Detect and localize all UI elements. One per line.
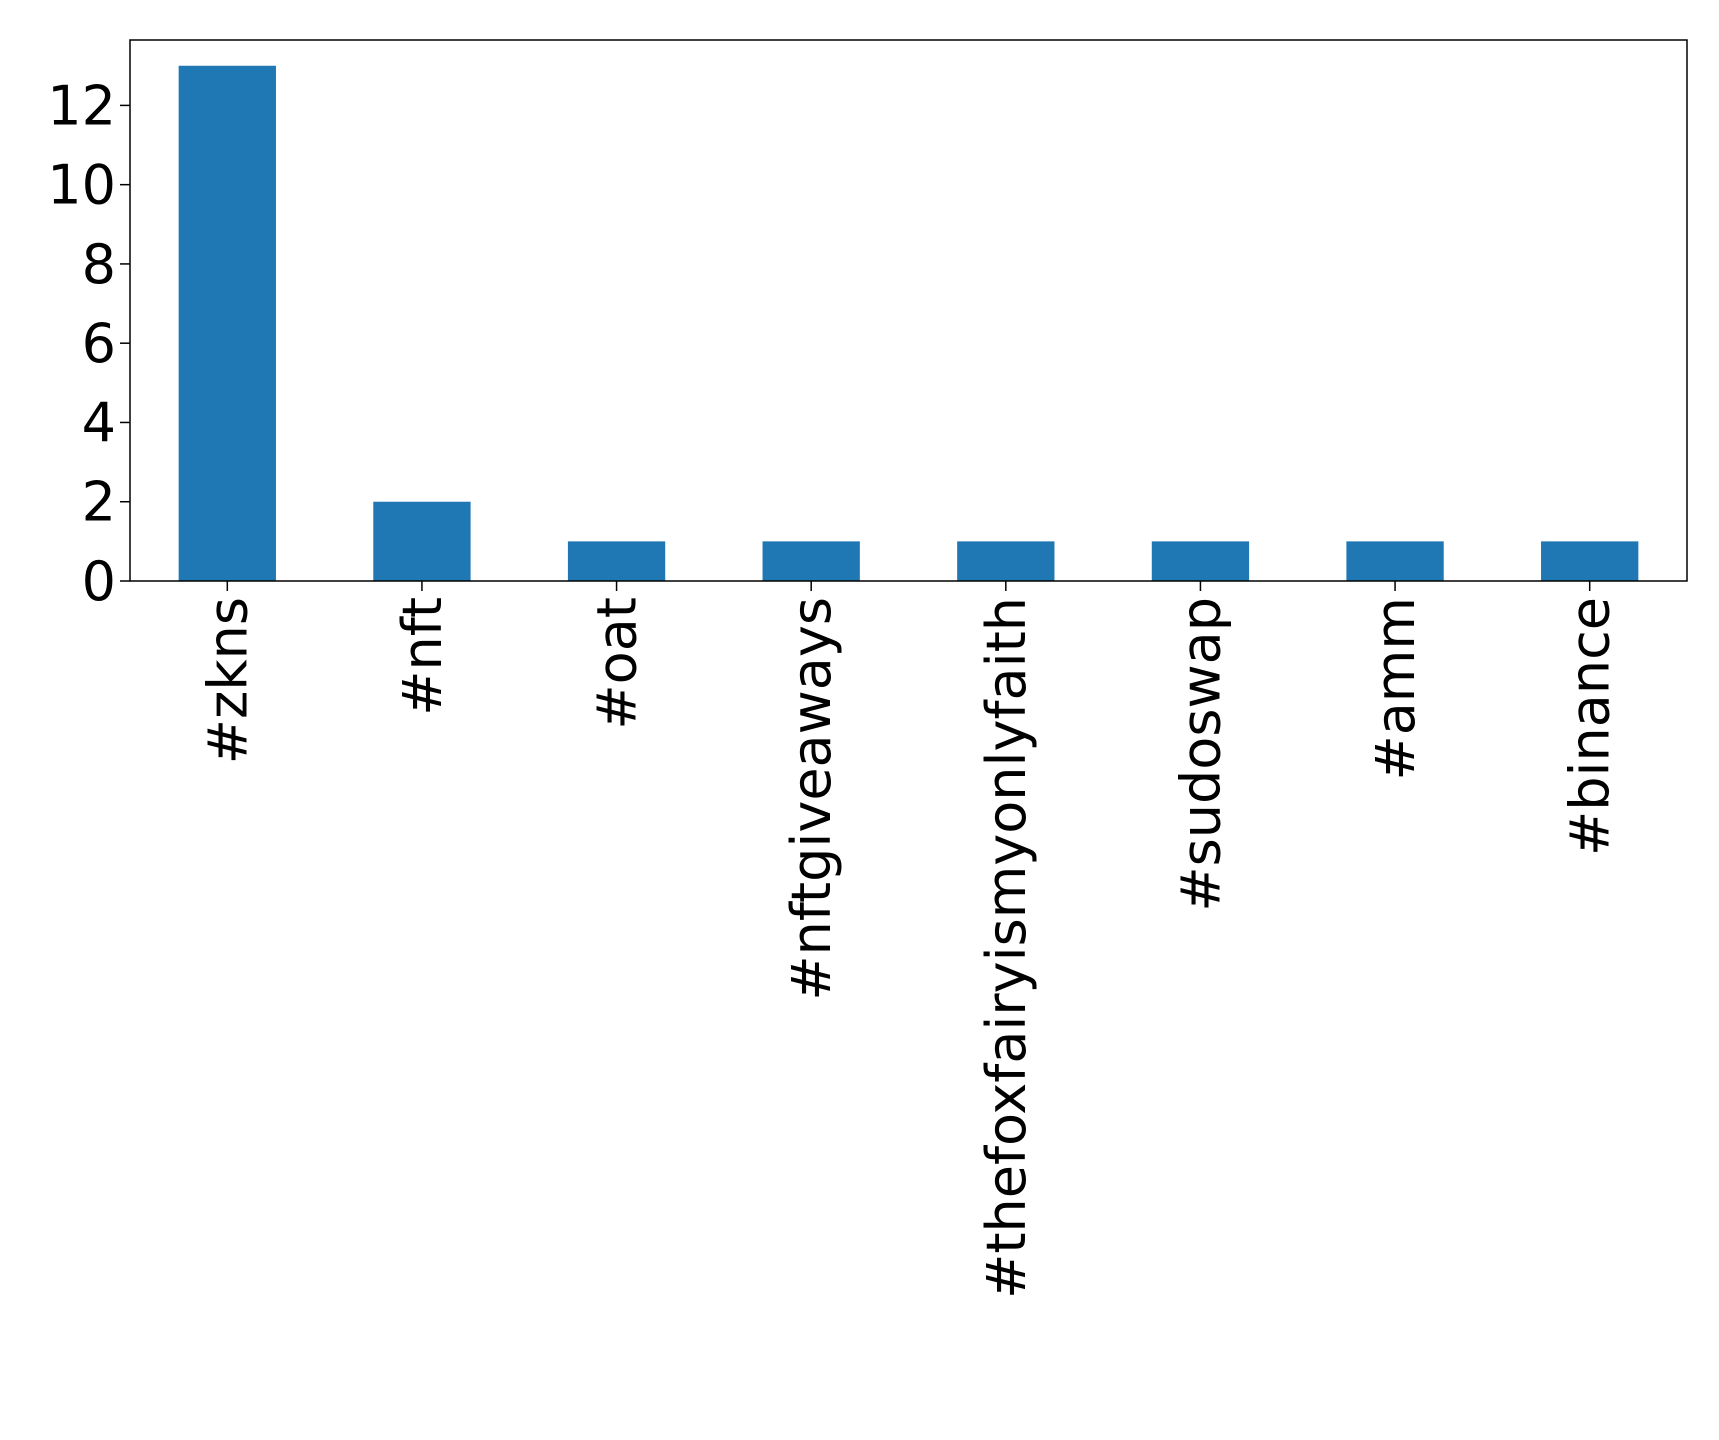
y-tick-label: 10 — [47, 154, 116, 217]
x-tick-label: #nft — [391, 597, 454, 716]
y-tick-label: 4 — [82, 391, 116, 454]
x-tick-label: #zkns — [196, 597, 259, 764]
x-tick-label: #thefoxfairyismyonlyfaith — [975, 597, 1038, 1299]
y-tick-label: 0 — [82, 550, 116, 613]
bar — [1151, 541, 1250, 581]
y-tick-label: 12 — [47, 74, 116, 137]
x-tick-label: #oat — [586, 597, 649, 730]
bar — [178, 65, 276, 581]
bar — [957, 541, 1055, 581]
bar — [1346, 541, 1444, 581]
y-tick-label: 2 — [82, 471, 116, 534]
x-tick-label: #nftgiveaways — [780, 597, 843, 1001]
plot-frame — [129, 39, 1688, 582]
y-tick-label: 6 — [82, 312, 116, 375]
bar — [762, 541, 860, 581]
x-tick-label: #amm — [1364, 597, 1427, 781]
bar — [567, 541, 666, 581]
bar — [373, 501, 471, 581]
x-tick-label: #binance — [1559, 597, 1622, 856]
x-tick-label: #sudoswap — [1169, 597, 1232, 912]
bar — [1541, 541, 1639, 581]
y-tick-label: 8 — [82, 233, 116, 296]
